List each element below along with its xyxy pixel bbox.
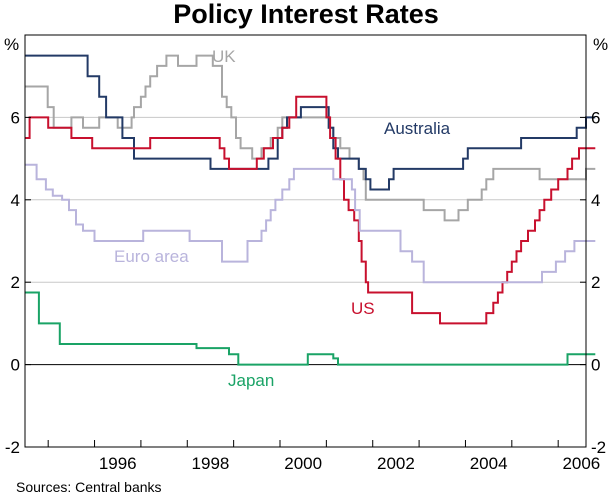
ytick-label-right--2: -2 [591, 438, 606, 457]
ytick-label-left-0: 0 [11, 356, 20, 375]
series-label-euro-area: Euro area [114, 247, 189, 266]
ytick-label-left-6: 6 [11, 108, 20, 127]
series-label-us: US [351, 299, 375, 318]
ytick-label-right-4: 4 [591, 191, 600, 210]
y-unit-right: % [593, 35, 608, 54]
series-lines [25, 54, 596, 366]
xtick-label-2006: 2006 [562, 454, 600, 473]
chart-title: Policy Interest Rates [173, 0, 439, 29]
series-line-us [25, 95, 596, 325]
ytick-label-right-6: 6 [591, 108, 600, 127]
ytick-label-right-2: 2 [591, 273, 600, 292]
ytick-label-right-0: 0 [591, 356, 600, 375]
ytick-label-left--2: -2 [5, 438, 20, 457]
series-line-uk [25, 54, 596, 222]
ytick-label-left-2: 2 [11, 273, 20, 292]
axis-ticks: -2 -2 0 0 2 2 4 4 6 6 1996 1998 2000 2002 2004 2006 [5, 108, 606, 473]
series-line-japan [25, 291, 596, 366]
xtick-label-2002: 2002 [377, 454, 415, 473]
series-labels: UK Australia US Euro area Japan [114, 47, 451, 390]
source-note: Sources: Central banks [16, 479, 162, 495]
plot-frame [24, 34, 587, 448]
xtick-label-1996: 1996 [99, 454, 137, 473]
series-label-japan: Japan [228, 371, 274, 390]
series-label-uk: UK [212, 47, 236, 66]
xtick-label-1998: 1998 [192, 454, 230, 473]
y-unit-left: % [4, 35, 19, 54]
series-line-euro-area [25, 163, 596, 284]
gridlines [25, 116, 586, 283]
series-label-australia: Australia [384, 119, 451, 138]
ytick-label-left-4: 4 [11, 191, 20, 210]
xtick-label-2000: 2000 [284, 454, 322, 473]
xtick-label-2004: 2004 [470, 454, 508, 473]
